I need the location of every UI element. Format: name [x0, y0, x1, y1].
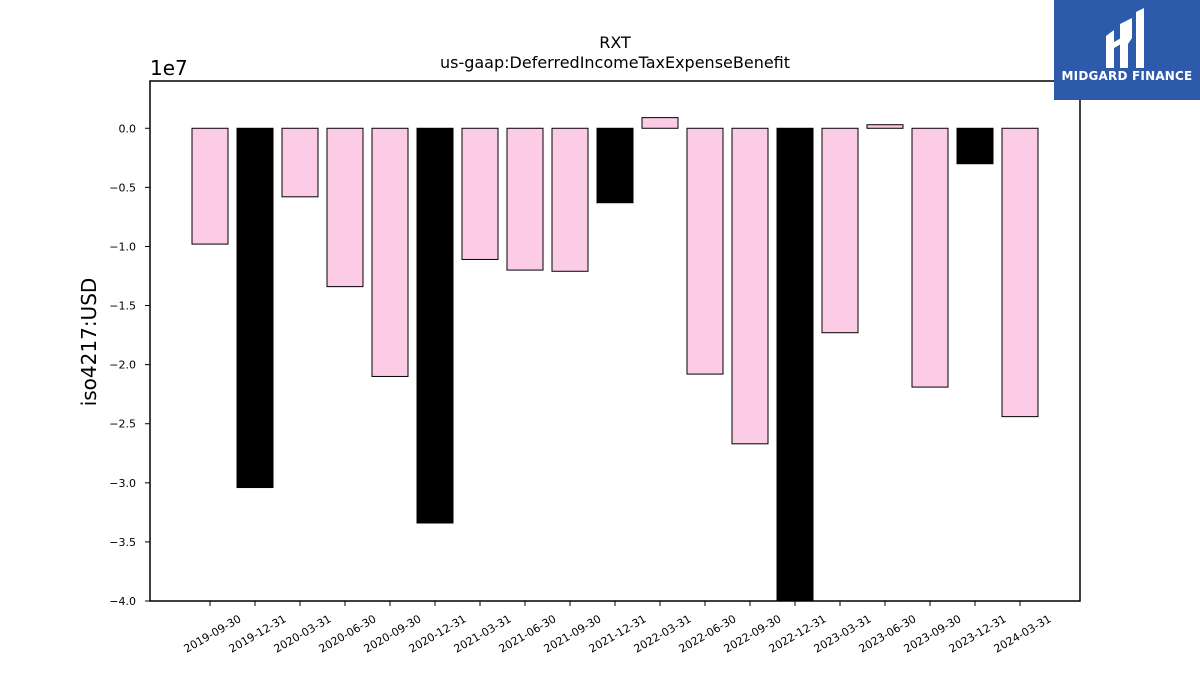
y-tick-label: −1.0	[109, 240, 136, 253]
brand-name: MIDGARD FINANCE	[1061, 69, 1193, 83]
y-axis-label: iso4217:USD	[77, 278, 101, 407]
bars	[191, 117, 1039, 602]
y-tick-label: −2.5	[109, 418, 136, 431]
y-axis: 0.0 −0.5 −1.0 −1.5 −2.0 −2.5 −3.0 −3.5 −4.0	[109, 122, 150, 608]
bar-2023-06-30	[866, 124, 904, 129]
chart-subtitle: us-gaap:DeferredIncomeTaxExpenseBenefit	[440, 53, 790, 72]
bar-2022-09-30	[731, 127, 769, 445]
bar-2020-06-30	[326, 127, 364, 288]
y-tick-label: −4.0	[109, 595, 136, 608]
bar-2024-03-31	[1001, 127, 1039, 418]
bar-2020-12-31	[416, 127, 454, 524]
brand-logo: MIDGARD FINANCE	[1054, 0, 1200, 100]
bar-2023-09-30	[911, 127, 949, 388]
axis-offset-label: 1e7	[150, 56, 188, 80]
bar-2019-09-30	[191, 127, 229, 245]
y-tick-label: −3.0	[109, 477, 136, 490]
bar-2021-09-30	[551, 127, 589, 272]
midgard-logo-icon	[1106, 8, 1144, 68]
bar-2022-03-31	[641, 117, 679, 129]
y-tick-label: −3.5	[109, 536, 136, 549]
bar-2020-03-31	[281, 127, 319, 198]
y-tick-label: 0.0	[119, 122, 137, 135]
bar-2023-12-31	[956, 127, 994, 165]
bar-2021-06-30	[506, 127, 544, 271]
bar-2019-12-31	[236, 127, 274, 489]
bar-2020-09-30	[371, 127, 409, 377]
y-tick-label: −0.5	[109, 181, 136, 194]
bar-2021-03-31	[461, 127, 499, 260]
x-axis: 2019-09-302019-12-312020-03-312020-06-30…	[182, 601, 1054, 656]
bar-2022-06-30	[686, 127, 724, 375]
bar-2022-12-31	[776, 127, 814, 602]
y-tick-label: −2.0	[109, 359, 136, 372]
bar-2023-03-31	[821, 127, 859, 334]
bar-2021-12-31	[596, 127, 634, 204]
plot-frame	[149, 80, 1081, 602]
y-tick-label: −1.5	[109, 300, 136, 313]
chart-title: RXT	[599, 33, 631, 52]
